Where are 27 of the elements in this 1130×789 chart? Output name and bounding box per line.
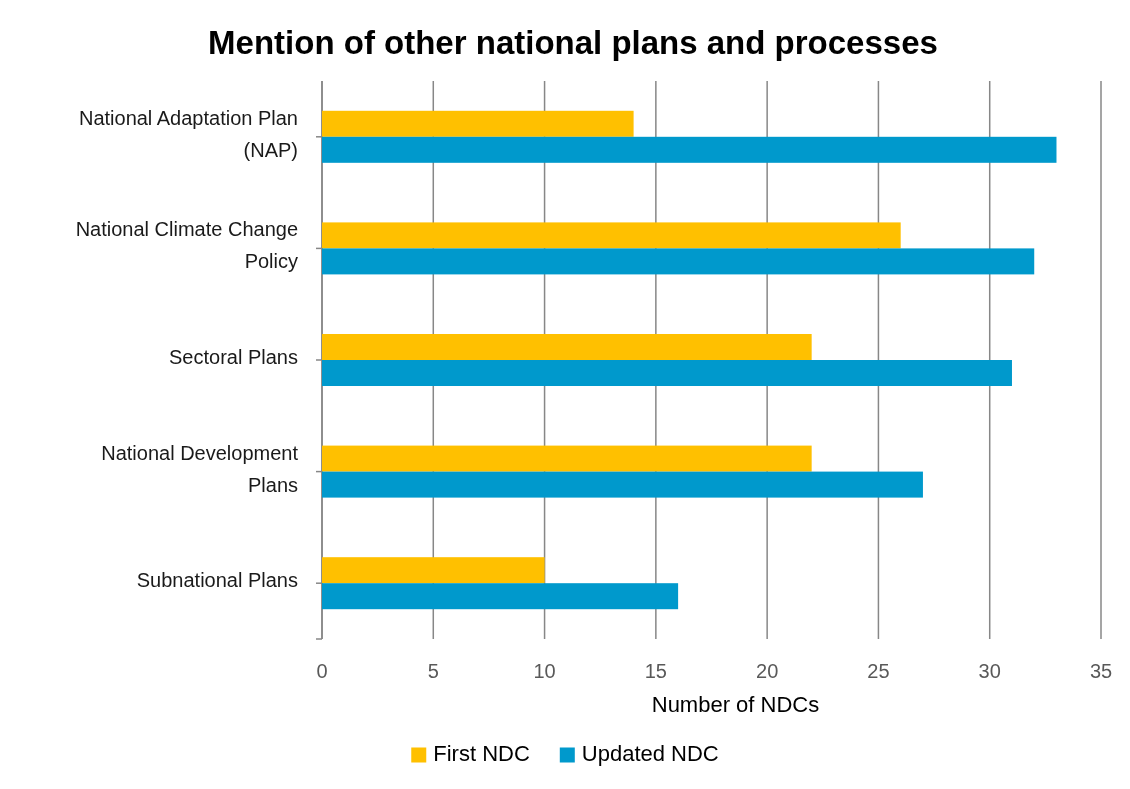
bar (322, 334, 812, 360)
bar (322, 360, 1012, 386)
x-tick-label: 10 (533, 660, 556, 683)
y-tick-label: Sectoral Plans (169, 346, 298, 369)
x-tick-label: 35 (1089, 660, 1113, 683)
legend-label: First NDC (433, 740, 530, 766)
y-tick-label: Subnational Plans (136, 569, 298, 592)
x-tick-label: 15 (644, 660, 667, 683)
x-tick-label: 25 (867, 660, 890, 683)
bar (322, 136, 1057, 163)
y-tick-label: National Development Plans (101, 441, 299, 496)
y-tick-label: National Climate Change Policy (75, 218, 298, 273)
bar (322, 248, 1035, 275)
x-tick-label: 5 (427, 660, 439, 683)
x-tick-label: 30 (978, 660, 1001, 683)
bar (322, 445, 812, 472)
bar (322, 583, 679, 610)
x-tick-label: 20 (756, 660, 779, 683)
bar (322, 557, 545, 584)
bar (322, 471, 923, 498)
bar (322, 222, 901, 249)
x-tick-label: 0 (316, 660, 328, 683)
chart-title: Mention of other national plans and processes (208, 23, 938, 61)
y-tick-label: National Adaptation Plan (NAP) (78, 107, 298, 162)
legend-label: Updated NDC (581, 740, 719, 766)
x-axis-title: Number of NDCs (651, 691, 820, 717)
bar (322, 110, 634, 137)
